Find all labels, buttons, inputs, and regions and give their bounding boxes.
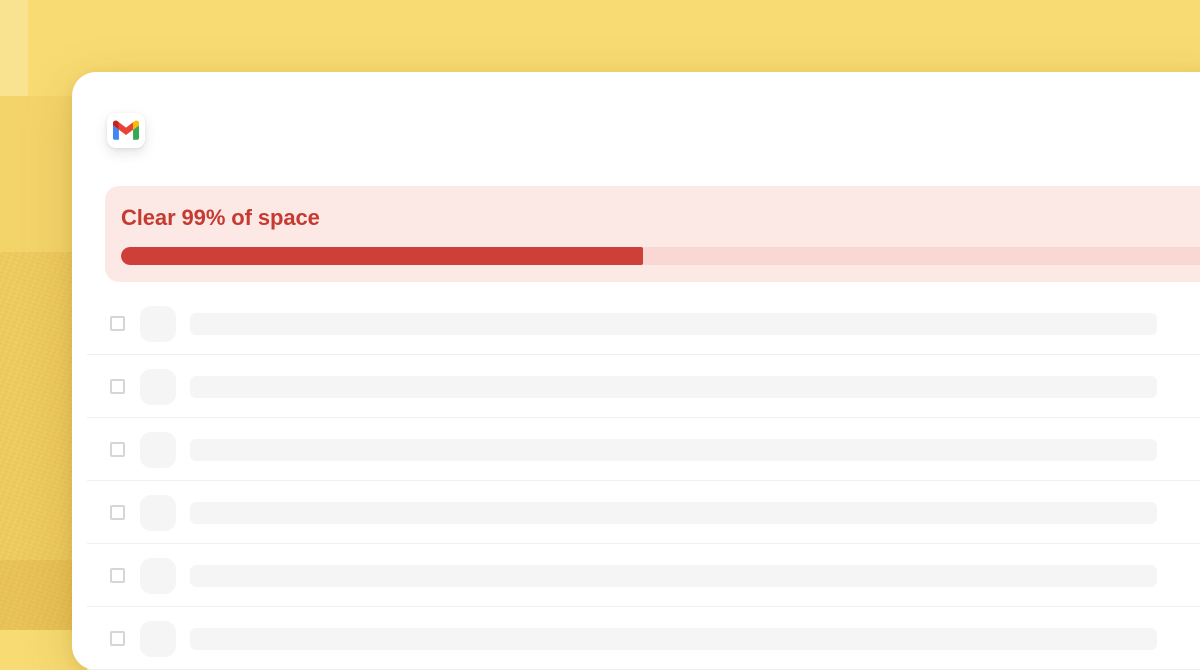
select-checkbox[interactable] — [110, 379, 125, 394]
background-patch — [0, 96, 86, 252]
avatar-placeholder — [140, 620, 176, 657]
email-row-placeholder[interactable] — [72, 481, 1200, 544]
row-divider — [87, 354, 1200, 355]
select-checkbox[interactable] — [110, 316, 125, 331]
email-row-placeholder[interactable] — [72, 544, 1200, 607]
select-checkbox[interactable] — [110, 442, 125, 457]
email-text-placeholder — [190, 564, 1157, 587]
row-divider — [87, 417, 1200, 418]
storage-progress-fill — [121, 247, 643, 265]
avatar-placeholder — [140, 557, 176, 594]
email-row-placeholder[interactable] — [72, 607, 1200, 670]
select-checkbox[interactable] — [110, 568, 125, 583]
email-text-placeholder — [190, 438, 1157, 461]
row-divider — [87, 480, 1200, 481]
storage-alert-banner: Clear 99% of space — [105, 186, 1200, 282]
email-row-placeholder[interactable] — [72, 418, 1200, 481]
email-list — [72, 292, 1200, 670]
avatar-placeholder — [140, 368, 176, 405]
email-text-placeholder — [190, 501, 1157, 524]
row-divider — [87, 543, 1200, 544]
email-row-placeholder[interactable] — [72, 355, 1200, 418]
storage-progress-track — [121, 247, 1200, 265]
email-text-placeholder — [190, 627, 1157, 650]
avatar-placeholder — [140, 431, 176, 468]
background-patch — [0, 0, 28, 96]
email-row-placeholder[interactable] — [72, 292, 1200, 355]
gmail-m-icon — [113, 119, 139, 140]
avatar-placeholder — [140, 305, 176, 342]
email-text-placeholder — [190, 375, 1157, 398]
storage-alert-title: Clear 99% of space — [121, 205, 320, 230]
gmail-logo[interactable] — [107, 113, 145, 148]
avatar-placeholder — [140, 494, 176, 531]
email-text-placeholder — [190, 312, 1157, 335]
select-checkbox[interactable] — [110, 505, 125, 520]
row-divider — [87, 606, 1200, 607]
gmail-window: Clear 99% of space — [72, 72, 1200, 670]
select-checkbox[interactable] — [110, 631, 125, 646]
